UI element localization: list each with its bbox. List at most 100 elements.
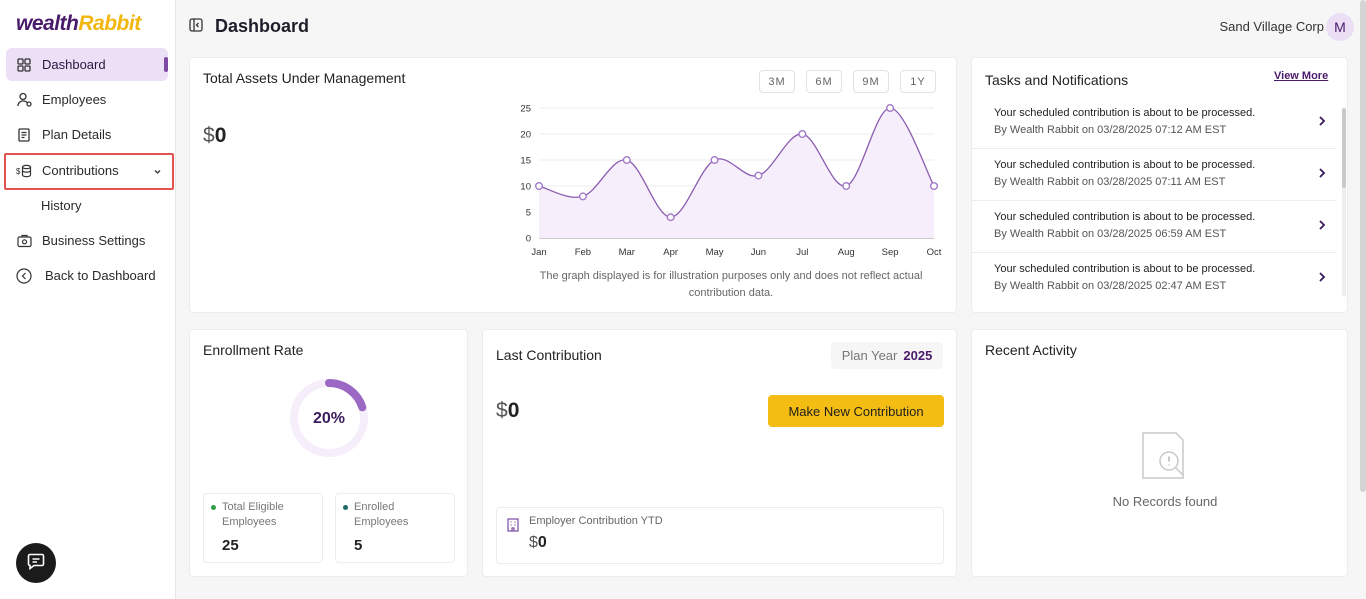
ytd-label: Employer Contribution YTD [529,515,663,527]
document-icon [16,127,32,143]
recent-activity-card [971,329,1348,577]
coins-icon: $ [16,163,32,179]
x-tick-label: Oct [927,247,942,258]
chevron-right-icon [1318,270,1326,288]
task-meta: By Wealth Rabbit on 03/28/2025 06:59 AM … [994,228,1227,240]
ytd-amount: $0 [529,534,547,552]
tasks-scrollbar-thumb[interactable] [1342,108,1346,188]
y-tick-label: 20 [520,130,531,141]
task-item[interactable]: Your scheduled contribution is about to … [972,201,1336,253]
plan-year-label: Plan Year [841,348,898,363]
amount-value: 0 [214,124,227,147]
series-line [538,107,935,218]
task-text: Your scheduled contribution is about to … [994,107,1256,119]
data-point [578,192,587,201]
tasks-title: Tasks and Notifications [985,72,1129,88]
data-point [710,156,719,165]
logo-accent-text: Rabbit [78,12,141,35]
sidebar-item-business-settings[interactable]: Business Settings [6,224,168,257]
currency-symbol: $ [529,534,538,551]
chevron-right-icon [1318,166,1326,184]
page-scrollbar[interactable] [1360,0,1366,492]
stat-value: 5 [354,537,363,554]
wealth-rabbit-logo[interactable]: wealthRabbit [16,12,141,36]
task-item[interactable]: Your scheduled contribution is about to … [972,149,1336,201]
make-new-contribution-button[interactable]: Make New Contribution [768,395,944,427]
range-3m-button[interactable]: 3M [759,70,795,93]
x-tick-label: Mar [619,247,635,258]
sidebar-item-label: Dashboard [42,57,106,72]
no-records-text: No Records found [1112,494,1218,509]
company-name[interactable]: Sand Village Corp [1219,19,1324,34]
sidebar-item-label: Business Settings [42,233,146,248]
data-point [930,181,939,190]
task-item[interactable]: Your scheduled contribution is about to … [972,97,1336,149]
sidebar-item-history[interactable]: History [41,198,82,213]
user-icon [16,92,32,108]
task-text: Your scheduled contribution is about to … [994,263,1256,275]
employer-contribution-ytd: Employer Contribution YTD $0 [496,507,944,564]
amount-value: 0 [507,399,520,422]
last-contribution-card [482,329,957,577]
assets-chart: 0 5 10 15 20 25 Jan Feb Mar Apr May Jun Jul Aug Sep Oct [520,104,942,259]
briefcase-gear-icon [16,233,32,249]
view-more-link[interactable]: View More [1274,70,1329,82]
enrollment-donut: 20% [290,379,368,457]
task-meta: By Wealth Rabbit on 03/28/2025 07:11 AM … [994,176,1226,188]
recent-activity-title: Recent Activity [985,342,1077,358]
contributions-highlight-box [4,153,174,190]
chat-button[interactable] [16,543,56,583]
plan-year-value: 2025 [903,348,933,363]
y-tick-label: 5 [526,208,531,219]
back-arrow-icon [16,267,32,284]
task-meta: By Wealth Rabbit on 03/28/2025 07:12 AM … [994,124,1227,136]
x-tick-label: Aug [838,247,855,258]
stat-label: Total Eligible Employees [222,501,284,528]
chevron-down-icon [153,164,162,179]
currency-symbol: $ [496,399,508,422]
enrollment-rate-value: 20% [313,410,345,427]
plan-year-badge[interactable]: Plan Year 2025 [831,342,943,369]
amount-value: 0 [537,534,547,551]
sidebar-item-dashboard[interactable]: Dashboard [6,48,168,81]
last-contribution-title: Last Contribution [496,347,602,363]
grid-icon [16,57,32,73]
sidebar-item-contributions[interactable]: $ Contributions [6,154,168,187]
last-contribution-amount: $0 [496,399,519,423]
tasks-card [971,57,1348,313]
stat-value: 25 [222,537,239,554]
x-tick-label: Jan [531,247,546,258]
chevron-right-icon [1318,218,1326,236]
avatar[interactable]: M [1326,13,1354,41]
stat-label: Enrolled Employees [354,501,409,528]
top-bar: Dashboard Sand Village Corp M [177,0,1366,52]
data-point [798,130,807,139]
x-tick-label: Apr [663,247,678,258]
logo-text: wealth [16,12,79,35]
sidebar-item-employees[interactable]: Employees [6,83,168,116]
eligible-employees-stat: Total Eligible Employees 25 [203,493,323,563]
x-tick-label: Jul [796,247,808,258]
task-item[interactable]: Your scheduled contribution is about to … [972,253,1336,305]
sidebar-item-back-to-dashboard[interactable]: Back to Dashboard [6,259,168,292]
tasks-scrollbar-track[interactable] [1342,108,1346,296]
sidebar: wealthRabbit Dashboard Employees Plan De… [0,0,176,599]
sidebar-toggle-icon[interactable] [189,18,203,37]
data-point [666,213,675,222]
range-6m-button[interactable]: 6M [806,70,842,93]
range-1y-button[interactable]: 1Y [900,70,936,93]
sidebar-item-label: Back to Dashboard [45,268,156,283]
assets-title: Total Assets Under Management [203,70,406,86]
task-text: Your scheduled contribution is about to … [994,211,1256,223]
data-point [622,156,631,165]
y-tick-label: 15 [520,156,531,167]
enrolled-employees-stat: Enrolled Employees 5 [335,493,455,563]
sidebar-item-plan-details[interactable]: Plan Details [6,118,168,151]
sidebar-item-label: Contributions [42,163,119,178]
y-tick-label: 0 [526,234,531,245]
range-9m-button[interactable]: 9M [853,70,889,93]
status-dot [211,505,216,510]
sidebar-item-label: Employees [42,92,107,107]
y-tick-label: 25 [520,104,531,115]
status-dot [343,505,348,510]
